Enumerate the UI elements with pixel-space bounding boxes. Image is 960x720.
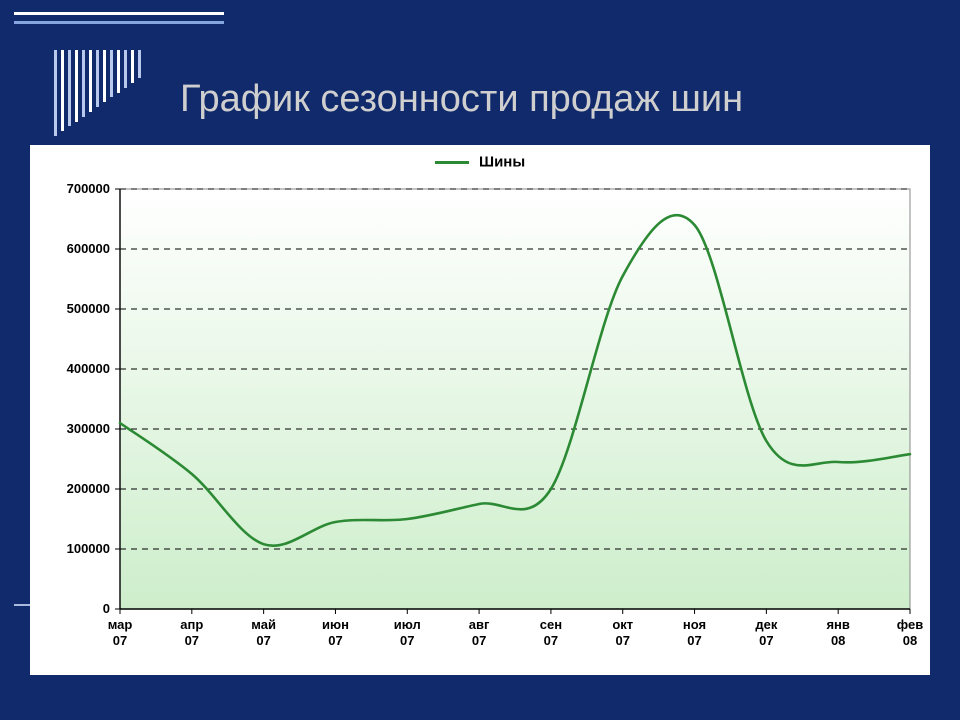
svg-text:июн: июн [322,617,349,632]
svg-text:окт: окт [612,617,633,632]
svg-text:май: май [251,617,276,632]
svg-text:500000: 500000 [67,301,110,316]
svg-text:600000: 600000 [67,241,110,256]
svg-text:08: 08 [903,633,917,648]
svg-text:07: 07 [615,633,629,648]
chart-panel: Шины 0 100000 200000 300000 400000 500000 6000… [30,145,930,675]
chart-legend: Шины [30,153,930,171]
svg-text:июл: июл [394,617,421,632]
slide: График сезонности продаж шин Шины 0 10000… [0,0,960,720]
svg-text:янв: янв [826,617,849,632]
svg-text:200000: 200000 [67,481,110,496]
svg-text:07: 07 [256,633,270,648]
svg-text:дек: дек [755,617,777,632]
chart-svg: 0 100000 200000 300000 400000 500000 600000 700… [30,179,930,669]
svg-text:мар: мар [108,617,133,632]
svg-text:700000: 700000 [67,181,110,196]
svg-text:400000: 400000 [67,361,110,376]
svg-text:07: 07 [544,633,558,648]
svg-text:07: 07 [185,633,199,648]
svg-text:07: 07 [472,633,486,648]
svg-text:07: 07 [400,633,414,648]
svg-text:фев: фев [897,617,923,632]
svg-text:08: 08 [831,633,845,648]
svg-text:0: 0 [103,601,110,616]
svg-text:07: 07 [759,633,773,648]
legend-swatch [435,161,469,164]
decoration-top-bars [14,12,224,24]
svg-text:300000: 300000 [67,421,110,436]
svg-text:сен: сен [540,617,562,632]
svg-text:07: 07 [113,633,127,648]
svg-text:авг: авг [469,617,490,632]
decoration-vertical-bars [54,50,141,136]
svg-text:ноя: ноя [683,617,706,632]
legend-label: Шины [479,154,525,171]
svg-text:100000: 100000 [67,541,110,556]
svg-text:апр: апр [180,617,203,632]
slide-title: График сезонности продаж шин [180,78,743,121]
svg-text:07: 07 [687,633,701,648]
svg-text:07: 07 [328,633,342,648]
